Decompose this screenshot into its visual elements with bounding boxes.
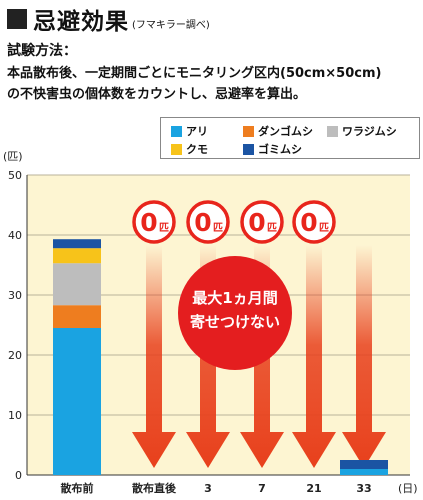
y-tick-label: 10 [8,409,22,422]
title-row: 忌避効果 (フマキラー調べ) [7,4,210,35]
x-tick-label: 7 [258,482,266,495]
legend-label-pillbug: ダンゴムシ [258,125,313,138]
legend-label-spider: クモ [186,143,208,156]
title-note: (フマキラー調べ) [132,19,210,31]
zero-badge-unit: 匹 [319,222,329,234]
legend-item-spider: クモ [171,141,208,157]
legend-swatch-pillbug [243,125,254,137]
zero-badge-unit: 匹 [213,222,223,234]
method-line-2: の不快害虫の個体数をカウントし、忌避率を算出。 [7,87,307,102]
legend-item-pillbug: ダンゴムシ [243,123,313,139]
bar-segment [53,248,101,264]
x-tick-label: 散布前 [61,481,94,495]
x-tick-label: 21 [306,482,321,495]
y-tick-label: 0 [15,469,22,482]
x-tick-label: 33 [356,482,371,495]
y-tick-label: 50 [8,169,22,182]
legend-item-ground-beetle: ゴミムシ [243,141,302,157]
zero-badge-unit: 匹 [159,222,169,234]
down-arrow-icon [132,245,176,468]
legend-item-ant: アリ [171,123,208,139]
legend-label-woodlouse: ワラジムシ [342,125,397,138]
zero-badge-number: 0 [194,208,211,237]
legend-swatch-spider [171,143,182,155]
chart-legend: アリ ダンゴムシ ワラジムシ クモ ゴミムシ [160,117,420,159]
legend-label-ground-beetle: ゴミムシ [258,143,302,156]
zero-badge [186,200,230,244]
bar-segment [340,460,388,469]
x-tick-label: 3 [204,482,212,495]
x-tick-label: 散布直後 [132,481,177,495]
callout-line-2: 寄せつけない [190,313,280,331]
legend-swatch-woodlouse [327,125,338,137]
legend-swatch-ant [171,125,182,137]
bar-segment [340,469,388,475]
zero-badge [132,200,176,244]
y-tick-label: 30 [8,289,22,302]
zero-badge-unit: 匹 [267,222,277,234]
zero-badge-number: 0 [300,208,317,237]
zero-badge [240,200,284,244]
bar-segment [53,263,101,306]
y-tick-label: 40 [8,229,22,242]
title-square-icon [7,9,27,29]
bar-segment [53,305,101,328]
method-line-1: 本品散布後、一定期間ごとにモニタリング区内(50cm×50cm) [7,66,382,81]
down-arrow-icon [342,245,386,468]
down-arrow-icon [292,245,336,468]
bar-segment [53,328,101,475]
y-axis-label: (匹) [3,150,23,163]
page-title: 忌避効果 [33,9,129,35]
y-tick-label: 20 [8,349,22,362]
zero-badge [292,200,336,244]
callout-line-1: 最大1ヵ月間 [192,289,277,307]
legend-swatch-ground-beetle [243,143,254,155]
legend-item-woodlouse: ワラジムシ [327,123,397,139]
callout-circle [178,256,292,370]
bar-segment [53,239,101,249]
x-axis-label: (日) [398,482,418,495]
zero-badge-number: 0 [140,208,157,237]
legend-label-ant: アリ [186,125,208,138]
method-heading: 試験方法： [7,43,77,59]
zero-badge-number: 0 [248,208,265,237]
